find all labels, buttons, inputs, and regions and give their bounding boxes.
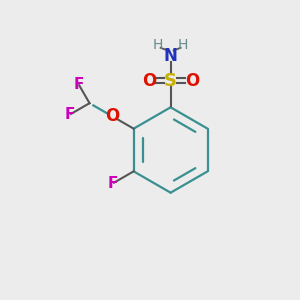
Text: O: O <box>142 72 157 90</box>
Text: O: O <box>105 107 119 125</box>
Text: H: H <box>153 38 164 52</box>
Text: F: F <box>64 107 75 122</box>
Text: F: F <box>107 176 118 191</box>
Text: O: O <box>185 72 199 90</box>
Text: H: H <box>178 38 188 52</box>
Text: F: F <box>73 76 84 92</box>
Text: N: N <box>164 47 178 65</box>
Text: S: S <box>164 72 177 90</box>
